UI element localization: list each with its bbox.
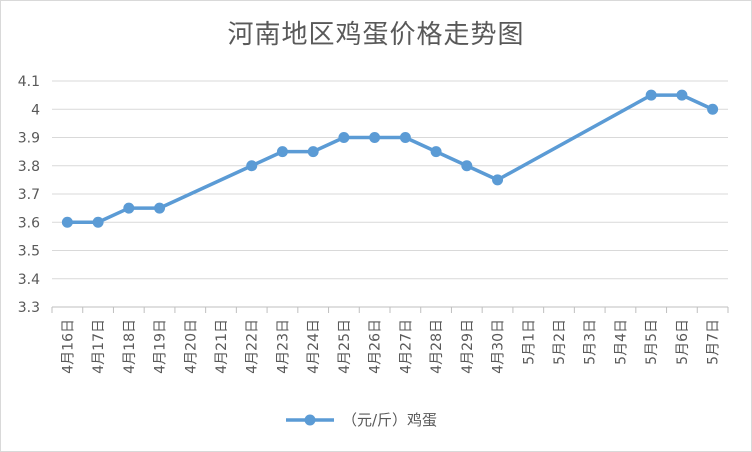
x-tick-label: 5月2日 — [552, 319, 568, 365]
data-point — [123, 202, 135, 214]
x-axis: 4月16日 4月17日 4月18日 4月19日 4月20日 4月21日 4月22日 4月23日… — [51, 307, 729, 374]
data-point — [276, 146, 288, 158]
legend-marker — [304, 414, 316, 426]
chart-title: 河南地区鸡蛋价格走势图 — [227, 20, 525, 50]
x-tick-label: 4月28日 — [429, 319, 445, 374]
data-point — [154, 202, 166, 214]
x-tick-label: 4月30日 — [491, 319, 507, 374]
x-tick-label: 4月22日 — [245, 319, 261, 374]
series-line — [65, 93, 715, 224]
data-point — [369, 132, 381, 143]
y-tick-label: 3.8 — [18, 159, 40, 175]
data-point — [707, 103, 719, 115]
grid-lines — [52, 80, 728, 308]
x-tick-label: 4月23日 — [275, 319, 291, 374]
x-tick-label: 4月24日 — [306, 319, 322, 374]
x-tick-label: 4月19日 — [153, 319, 169, 374]
legend: （元/斤）鸡蛋 — [286, 411, 437, 429]
x-tick-label: 4月18日 — [122, 319, 138, 374]
data-point — [430, 146, 442, 158]
data-point — [492, 174, 504, 186]
x-tick-label: 4月26日 — [368, 319, 384, 374]
x-tick-label: 4月25日 — [337, 319, 353, 374]
x-tick-label: 5月1日 — [521, 319, 537, 365]
y-tick-label: 4.1 — [18, 74, 40, 90]
data-point — [246, 160, 258, 172]
data-point — [461, 160, 473, 172]
x-tick-label: 4月16日 — [60, 319, 76, 374]
x-tick-label: 4月20日 — [183, 319, 199, 374]
x-tick-label: 4月21日 — [214, 319, 230, 374]
x-tick-label: 5月4日 — [613, 319, 629, 365]
x-tick-label: 5月3日 — [583, 319, 599, 365]
legend-label: （元/斤）鸡蛋 — [342, 411, 437, 429]
data-point — [92, 216, 104, 228]
x-tick-label: 4月27日 — [398, 319, 414, 374]
y-tick-label: 3.9 — [18, 131, 40, 147]
x-tick-label: 5月5日 — [644, 319, 660, 365]
x-tick-label: 4月17日 — [91, 319, 107, 374]
y-tick-label: 3.4 — [18, 272, 40, 288]
data-point — [338, 132, 350, 143]
data-point — [676, 89, 688, 101]
x-tick-label: 4月29日 — [460, 319, 476, 374]
y-axis-labels: 4.1 4 3.9 3.8 3.7 3.6 3.5 3.4 3.3 — [18, 74, 40, 316]
y-tick-label: 3.7 — [18, 187, 40, 203]
y-tick-label: 3.6 — [18, 215, 40, 231]
data-point — [645, 89, 657, 101]
x-tick-label: 5月7日 — [706, 319, 722, 365]
y-tick-label: 3.5 — [18, 244, 40, 260]
y-tick-label: 4 — [31, 102, 40, 118]
x-tick-label: 5月6日 — [675, 319, 691, 365]
data-point — [399, 132, 411, 143]
data-point — [61, 216, 73, 228]
series-layer — [61, 89, 719, 228]
y-tick-label: 3.3 — [18, 300, 40, 316]
data-point — [307, 146, 319, 158]
